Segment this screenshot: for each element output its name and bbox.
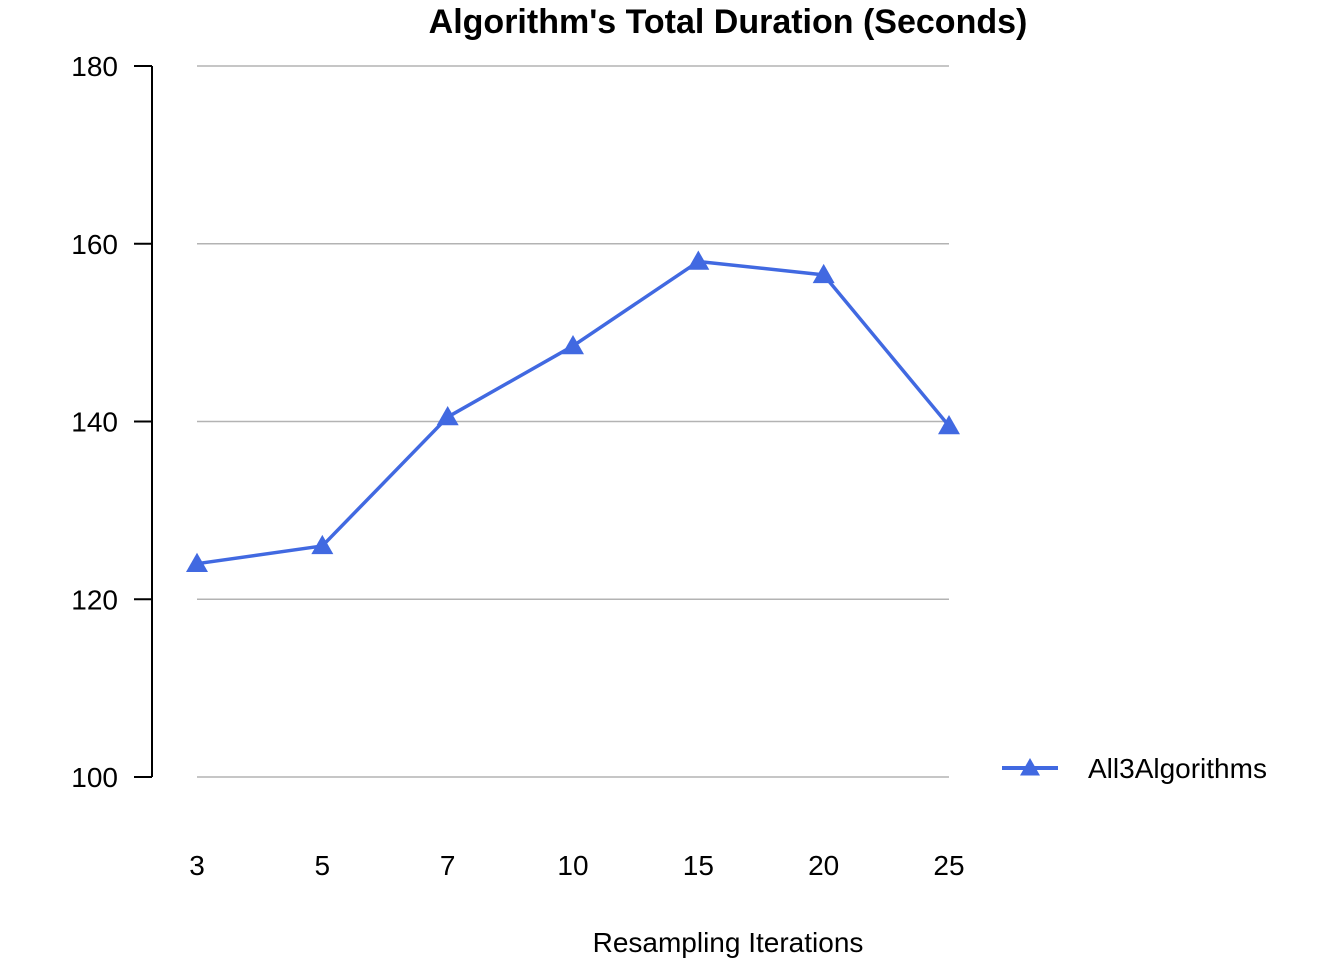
series-line [196,259,951,566]
y-tick-label: 160 [71,229,118,260]
x-tick-label: 3 [189,850,205,881]
x-tick-label: 7 [440,850,456,881]
x-tick-label: 20 [808,850,839,881]
y-axis: 100 120 140 160 180 [71,51,153,793]
legend-marker [1020,758,1040,776]
y-tick-label: 180 [71,51,118,82]
data-point-marker [687,250,710,270]
x-axis-label: Resampling Iterations [593,927,864,958]
data-point-marker [436,406,459,426]
y-tick-label: 140 [71,407,118,438]
legend-label: All3Algorithms [1088,753,1267,784]
chart-title: Algorithm's Total Duration (Seconds) [429,3,1028,41]
series-layer [186,250,960,572]
y-tick-label: 120 [71,584,118,615]
x-tick-label: 10 [557,850,588,881]
y-tick-label: 100 [71,762,118,793]
x-tick-label: 25 [933,850,964,881]
legend: All3Algorithms [1002,753,1267,784]
x-axis-ticks: 3 5 7 10 15 20 25 [189,850,964,881]
data-point-marker [938,414,960,435]
data-point-marker [812,263,835,284]
x-tick-label: 5 [315,850,331,881]
x-tick-label: 15 [683,850,714,881]
data-point-marker [186,552,208,572]
data-point-marker [562,334,584,355]
data-point-marker [311,534,334,555]
gridlines [197,65,949,778]
